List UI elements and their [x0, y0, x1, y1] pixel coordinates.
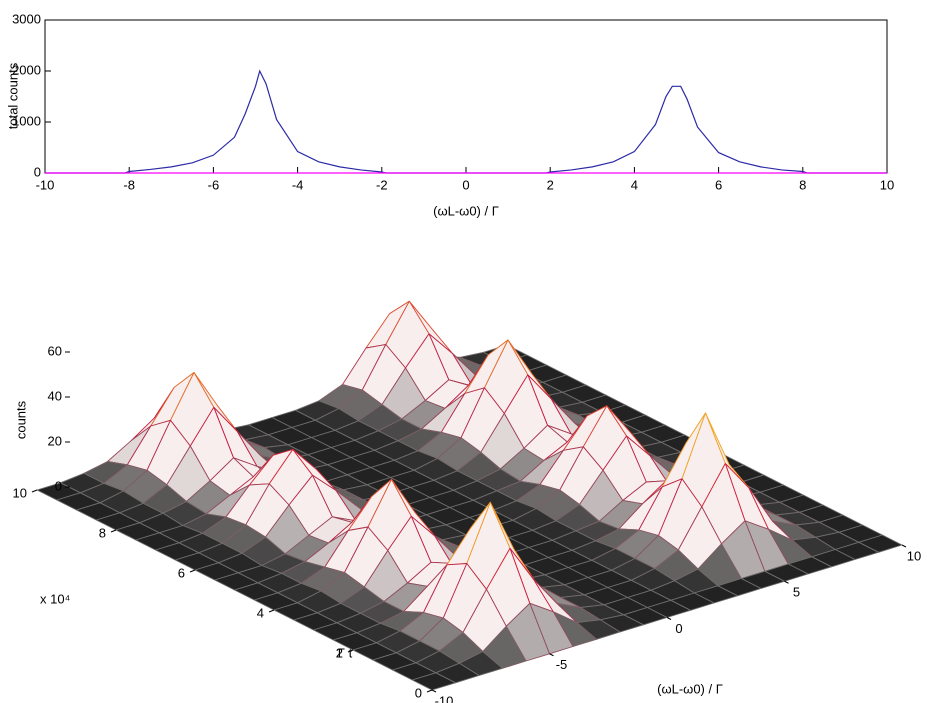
plot-frame [44, 19, 888, 174]
x-tick-label: -5 [556, 657, 568, 672]
x-tick-label: 0 [462, 177, 469, 192]
y-tick-label: 0 [34, 164, 41, 179]
x-tick-label: -6 [208, 177, 220, 192]
x-tick-label: -2 [376, 177, 388, 192]
x-axis-label: (ωL-ω0) / Γ [433, 203, 499, 218]
x-tick-label: 10 [880, 177, 894, 192]
x-tick [549, 653, 554, 657]
y-tick [347, 649, 354, 653]
y-tick [110, 529, 117, 533]
surface-cell [411, 672, 456, 691]
x-tick [431, 689, 437, 693]
z-tick-label: 0 [55, 478, 62, 493]
x-tick-label: -10 [36, 177, 55, 192]
z-axis-label: counts [13, 400, 28, 439]
x-tick [901, 544, 907, 548]
y-tick-label: 6 [178, 565, 185, 580]
x-tick-label: 8 [799, 177, 806, 192]
y-multiplier: x 10⁴ [40, 591, 70, 606]
x-tick-label: 6 [715, 177, 722, 192]
x-tick-label: 4 [631, 177, 638, 192]
x-tick [666, 617, 672, 620]
z-tick-label: 40 [48, 388, 62, 403]
y-tick-label: 8 [99, 525, 106, 540]
y-tick [31, 489, 38, 493]
y-tick [426, 689, 433, 693]
x-tick-label: 10 [907, 548, 921, 563]
y-tick-label: 3000 [12, 11, 41, 26]
x-tick-label: 2 [547, 177, 554, 192]
y-tick-label: 2000 [12, 62, 41, 77]
z-tick-label: 60 [48, 343, 62, 358]
y-tick [268, 609, 275, 613]
y-tick-label: 10 [13, 485, 27, 500]
y-tick [189, 569, 196, 573]
x-tick-label: 5 [793, 585, 800, 600]
y-tick-label: 0 [415, 685, 422, 700]
x-tick-label: -10 [435, 693, 454, 703]
y-axis-label: total counts [5, 62, 20, 129]
z-tick-label: 20 [48, 433, 62, 448]
y-tick-label: 4 [257, 605, 264, 620]
surface [36, 300, 903, 691]
x-tick-label: -4 [292, 177, 304, 192]
x-axis-label: (ωL-ω0) / Γ [657, 681, 723, 696]
y-axis-label: Γ t [338, 645, 353, 660]
y-tick-label: 1000 [12, 113, 41, 128]
x-tick-label: 0 [675, 621, 682, 636]
x-tick [784, 580, 789, 584]
x-tick-label: -8 [123, 177, 135, 192]
y-tick-label: 2 [336, 645, 343, 660]
